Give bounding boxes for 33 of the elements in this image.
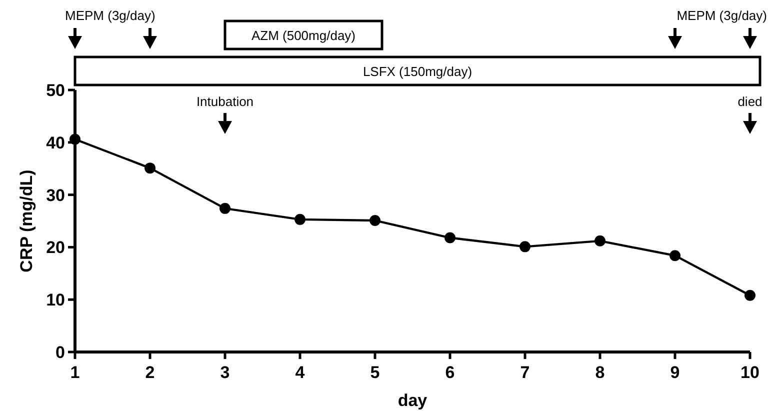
point (594, 235, 606, 246)
x-tick-label: 3 (220, 363, 230, 382)
text: MEPM (3g/day) (676, 8, 767, 23)
text: MEPM (3g/day) (65, 8, 156, 23)
y-tick-label: 50 (46, 81, 65, 100)
y-tick-label: 20 (46, 238, 65, 258)
x-tick-label: 2 (145, 363, 155, 382)
point (744, 290, 756, 301)
text: AZM (500mg/day) (251, 28, 356, 43)
annotation: Intubation (196, 94, 254, 109)
y-tick-label: 10 (46, 290, 65, 310)
x-tick-label: 1 (70, 363, 80, 382)
x-axis-title: day (398, 391, 428, 410)
text: LSFX (150mg/day) (362, 64, 472, 79)
point (370, 214, 380, 226)
point (520, 241, 530, 252)
x-tick-label: 4 (295, 363, 306, 382)
x-tick-label: 10 (740, 363, 760, 382)
y-tick-label: 0 (56, 343, 65, 362)
x-tick-label: 8 (595, 363, 605, 382)
x-tick-label: 9 (670, 363, 680, 382)
y-axis-title: CRP (mg/dL) (17, 170, 36, 272)
point (670, 250, 680, 262)
x-tick-label: 6 (445, 363, 455, 382)
x-tick-label: 5 (370, 363, 380, 382)
point (220, 202, 230, 214)
y-tick-label: 40 (46, 133, 65, 152)
y-tick-label: 30 (46, 186, 65, 205)
point (144, 162, 156, 174)
annotation: died (738, 94, 762, 109)
x-tick-label: 7 (520, 363, 530, 382)
point (294, 214, 306, 225)
point (444, 232, 456, 244)
